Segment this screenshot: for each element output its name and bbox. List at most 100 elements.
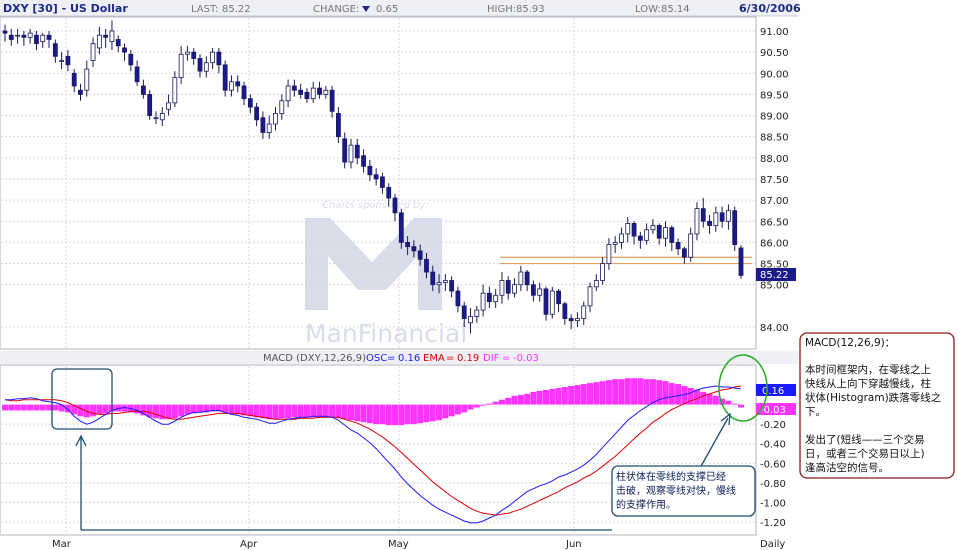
candle-body — [191, 51, 197, 59]
histogram-bar — [8, 404, 15, 411]
candle-body — [688, 233, 694, 258]
candle-body — [147, 94, 153, 116]
candle-body — [34, 34, 39, 45]
price-tick-label: 87.00 — [760, 196, 789, 207]
change-value: 0.65 — [376, 4, 398, 15]
histogram-bar — [687, 387, 694, 405]
candle-body — [241, 85, 247, 100]
legend-osc-name: OSC — [366, 353, 387, 364]
candle-body — [719, 212, 725, 222]
histogram-bar — [738, 404, 744, 408]
x-label-mar: Mar — [52, 539, 72, 550]
svg-text:=: = — [387, 353, 395, 364]
candle-body — [128, 53, 134, 66]
high-value: 85.93 — [516, 4, 545, 15]
histogram-bar — [241, 404, 248, 416]
macd-title: MACD (DXY,12,26,9) — [263, 353, 366, 364]
candle-body — [549, 290, 555, 315]
candle-body — [537, 288, 543, 296]
price-tick-label: 86.00 — [760, 238, 789, 249]
candle-body — [650, 225, 656, 231]
candle-body — [254, 106, 260, 121]
histogram-bar — [52, 404, 59, 411]
candle-body — [581, 305, 587, 319]
candle-body — [336, 113, 341, 138]
osc-value-label: 0.16 — [762, 386, 784, 397]
candle-body — [247, 98, 253, 108]
histogram-bar — [33, 404, 40, 411]
histogram-bar — [102, 404, 109, 414]
histogram-bar — [134, 404, 141, 414]
last-value: 85.22 — [222, 4, 251, 15]
candle-body — [78, 89, 83, 95]
histogram-bar — [190, 404, 197, 414]
histogram-bar — [587, 383, 594, 405]
histogram-bar — [272, 404, 279, 420]
candle-body — [159, 113, 165, 121]
candle-body — [612, 242, 618, 245]
arrow-to-circle — [699, 412, 731, 469]
high-label: HIGH: — [487, 4, 516, 15]
candle-body — [342, 138, 348, 163]
histogram-bar — [329, 404, 336, 418]
histogram-bar — [259, 404, 266, 419]
histogram-bar — [152, 404, 159, 419]
candle-body — [229, 81, 234, 91]
candle-body — [310, 87, 316, 100]
histogram-bar — [536, 390, 543, 405]
candle-body — [15, 34, 20, 37]
signal-line — [4, 385, 742, 516]
histogram-bar — [39, 404, 46, 411]
histogram-bar — [140, 404, 147, 416]
candle-body — [606, 244, 612, 264]
candle-body — [575, 318, 580, 322]
price-tick-label: 86.50 — [760, 217, 789, 228]
candle-body — [518, 271, 524, 286]
histogram-bar — [20, 404, 27, 411]
histogram-bar — [473, 404, 480, 408]
histogram-bar — [662, 381, 669, 405]
histogram-bar — [165, 404, 172, 420]
candle-body — [449, 280, 455, 292]
arrow-to-box — [75, 434, 87, 530]
candle-body — [600, 263, 606, 281]
histogram-bar — [335, 404, 342, 419]
histogram-bar — [209, 404, 216, 412]
x-label-apr: Apr — [240, 539, 258, 550]
histogram-bar — [656, 380, 663, 405]
price-tick-label: 88.00 — [760, 154, 789, 165]
candle-body — [587, 286, 593, 307]
histogram-bar — [549, 388, 556, 405]
histogram-bar — [555, 387, 562, 405]
candle-body — [115, 39, 121, 47]
candle-body — [568, 318, 574, 322]
histogram-bar — [266, 404, 273, 420]
candle-body — [367, 165, 373, 176]
candle-body — [285, 85, 291, 102]
histogram-bar — [631, 378, 638, 405]
highlight-box — [51, 368, 113, 430]
candle-body — [52, 43, 58, 57]
candle-body — [273, 113, 278, 125]
histogram-bar — [517, 394, 524, 405]
histogram-bar — [46, 404, 53, 411]
histogram-bar — [719, 398, 726, 405]
svg-text:=: = — [446, 353, 454, 364]
price-tick-label: 85.50 — [760, 260, 789, 271]
histogram-bar — [291, 404, 298, 418]
histogram-bar — [442, 404, 449, 419]
histogram-bar — [423, 404, 430, 423]
candle-body — [631, 222, 637, 237]
candle-body — [637, 235, 643, 241]
candle-body — [178, 53, 184, 78]
legend-ema-value: 0.19 — [457, 353, 479, 364]
histogram-bar — [624, 378, 631, 405]
price-tick-label: 89.50 — [760, 90, 789, 101]
price-tick-label: 84.00 — [760, 323, 789, 334]
macd-histogram — [2, 378, 744, 426]
candle-body — [166, 102, 171, 110]
candle-body — [96, 34, 102, 49]
histogram-bar — [96, 404, 103, 415]
macd-tick-label: -0.80 — [760, 479, 786, 490]
candle-body — [279, 100, 285, 114]
